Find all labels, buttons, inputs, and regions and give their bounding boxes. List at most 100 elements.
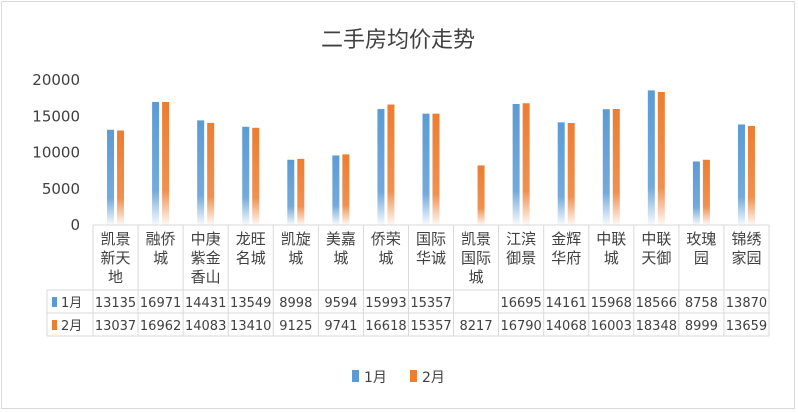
bar	[522, 103, 530, 225]
category-label: 锦绣	[731, 230, 761, 248]
bar	[197, 120, 205, 225]
y-tick-label: 10000	[32, 144, 80, 162]
bar	[422, 113, 430, 225]
category-label: 侨荣	[371, 230, 401, 248]
data-cell: 13037	[95, 319, 136, 334]
category-label: 凯旋	[281, 230, 311, 248]
category-label: 城	[378, 249, 393, 267]
bar	[567, 123, 575, 225]
category-label: 江滨	[506, 230, 536, 248]
bar	[657, 91, 665, 226]
bar	[512, 103, 520, 225]
chart-title: 二手房均价走势	[321, 28, 475, 53]
y-tick-label: 0	[70, 216, 80, 234]
category-label: 城	[469, 268, 484, 286]
category-label: 中联	[596, 230, 626, 248]
bar	[162, 102, 170, 225]
bar	[647, 90, 655, 225]
category-label: 凯景	[461, 230, 491, 248]
bar	[117, 130, 125, 225]
data-cell: 13410	[230, 319, 271, 334]
legend-label: 2月	[422, 370, 445, 386]
legend-swatch	[410, 370, 417, 382]
bar	[737, 124, 745, 225]
category-label: 国际	[416, 230, 446, 248]
legend: 1月 2月	[352, 370, 445, 386]
category-label: 名城	[236, 249, 266, 267]
data-cell: 8998	[279, 296, 312, 311]
data-cell: 16695	[500, 296, 541, 311]
category-label: 华诚	[416, 249, 446, 267]
y-tick-label: 15000	[32, 107, 80, 125]
bar	[602, 109, 610, 225]
bar-series	[107, 90, 755, 226]
category-label: 园	[694, 249, 709, 267]
data-cell: 13549	[230, 296, 271, 311]
data-cell: 14161	[546, 296, 587, 311]
data-cell: 18566	[636, 296, 677, 311]
data-cell: 15993	[365, 296, 406, 311]
legend-swatch	[352, 370, 359, 382]
category-label: 新天	[101, 249, 131, 267]
category-label: 御景	[506, 249, 536, 267]
category-label: 家园	[731, 249, 761, 267]
y-tick-label: 5000	[42, 180, 80, 198]
data-cell: 9125	[279, 319, 312, 334]
data-cell: 8999	[685, 319, 718, 334]
bar	[287, 159, 295, 225]
data-cell: 16962	[140, 319, 181, 334]
data-cell: 15968	[591, 296, 632, 311]
data-cell: 15357	[410, 296, 451, 311]
bar	[692, 161, 700, 225]
data-cell: 13135	[95, 296, 136, 311]
y-axis: 0 5000 10000 15000 20000	[32, 71, 80, 234]
bar	[207, 122, 215, 225]
data-cell: 8758	[685, 296, 718, 311]
category-label: 美嘉	[326, 230, 356, 248]
data-cell: 16618	[365, 319, 406, 334]
bar	[332, 155, 340, 225]
category-label: 地	[108, 268, 123, 286]
data-cell: 18348	[636, 319, 677, 334]
series-row-label: 2月	[61, 319, 82, 334]
data-cell: 9594	[324, 296, 357, 311]
data-cell: 8217	[460, 319, 493, 334]
category-label: 香山	[191, 268, 221, 286]
data-cell: 14068	[546, 319, 587, 334]
legend-label: 1月	[364, 370, 387, 386]
bar	[252, 127, 260, 225]
category-label: 凯景	[101, 230, 131, 248]
category-label: 城	[153, 249, 168, 267]
category-label: 国际	[461, 249, 491, 267]
category-label: 华府	[551, 249, 581, 267]
series-swatch	[52, 297, 57, 307]
data-cell: 14083	[185, 319, 226, 334]
data-cell: 16971	[140, 296, 181, 311]
bar	[107, 129, 115, 225]
category-label: 中联	[641, 230, 671, 248]
category-label: 紫金	[191, 249, 221, 267]
data-cell: 14431	[185, 296, 226, 311]
bar	[242, 126, 250, 225]
bar	[477, 165, 485, 225]
category-label: 天御	[641, 249, 671, 267]
data-cell: 13659	[726, 319, 767, 334]
data-cell: 9741	[324, 319, 357, 334]
category-label: 城	[333, 249, 348, 267]
category-label: 融侨	[146, 230, 176, 248]
bar	[377, 109, 385, 225]
bar	[152, 101, 160, 225]
series-row-label: 1月	[61, 296, 82, 311]
category-label: 城	[288, 249, 303, 267]
bar	[557, 122, 565, 225]
bar	[432, 113, 440, 225]
bar	[702, 159, 710, 225]
series-swatch	[52, 320, 57, 330]
bar	[612, 108, 620, 225]
category-label: 城	[604, 249, 619, 267]
data-table: 凯景新天地融侨城中庚紫金香山龙旺名城凯旋城美嘉城侨荣城国际华诚凯景国际城江滨御景…	[46, 224, 770, 337]
data-cell: 16790	[500, 319, 541, 334]
y-tick-label: 20000	[32, 71, 80, 89]
